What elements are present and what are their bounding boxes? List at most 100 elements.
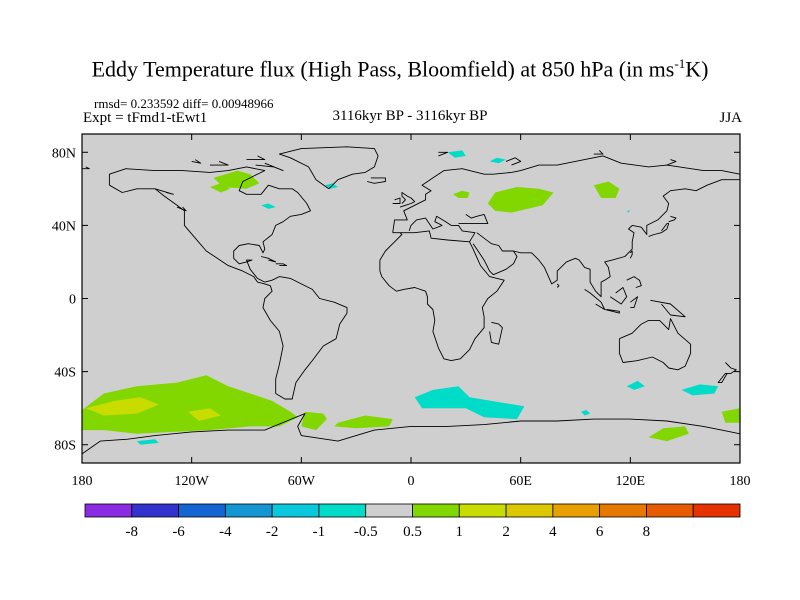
- colorbar-box: [365, 503, 413, 518]
- coastline-10: [81, 413, 741, 455]
- region-asia-small-negative: [626, 210, 631, 213]
- coastline-19: [630, 296, 639, 309]
- coastline-30: [255, 162, 284, 172]
- coastline-5: [408, 215, 476, 243]
- region-ross-positive: [648, 426, 689, 442]
- coastline-6: [458, 213, 489, 225]
- colorbar-box: [646, 503, 694, 518]
- coastline-15: [366, 177, 386, 184]
- colorbar-box: [224, 503, 273, 518]
- colorbar-box: [692, 503, 741, 518]
- region-scandinavia-positive: [453, 190, 470, 198]
- colorbar-box: [412, 503, 460, 518]
- colorbar-label: -8: [126, 524, 139, 540]
- colorbar-label: 1: [456, 524, 464, 540]
- lon-tick-label: 120W: [175, 474, 210, 489]
- coastline-14: [392, 197, 401, 204]
- colorbar-label: -0.5: [354, 524, 378, 540]
- coastline-23: [629, 250, 633, 259]
- season-label: JJA: [719, 110, 742, 126]
- colorbar-box: [84, 503, 133, 518]
- region-southern-ocean-pos-3: [188, 408, 221, 421]
- lon-tick-label: 0: [408, 474, 415, 489]
- colorbar-box: [271, 503, 320, 518]
- colorbar-label: 0.5: [403, 524, 422, 540]
- coastline-21: [717, 362, 737, 384]
- colorbar-label: 6: [596, 524, 604, 540]
- coastline-11: [648, 223, 670, 237]
- colorbar-label: -6: [172, 524, 185, 540]
- region-southern-ocean-pos-2: [85, 397, 159, 416]
- lat-tick-label: 40N: [52, 219, 76, 234]
- colorbar-label: 4: [549, 524, 557, 540]
- lon-tick-label: 120E: [616, 474, 646, 489]
- coastline-24: [626, 276, 642, 288]
- coastline-28: [154, 188, 174, 195]
- coastline-33: [246, 155, 266, 161]
- coastline-37: [438, 151, 449, 157]
- experiment-label: Expt = tFmd1-tEwt1: [83, 110, 208, 126]
- region-canada-small-positive: [209, 183, 231, 193]
- colorbar-label: 2: [502, 524, 510, 540]
- coastline-4: [379, 230, 505, 362]
- colorbar-label: -4: [219, 524, 232, 540]
- coastline-9: [618, 318, 692, 371]
- anomaly-regions: [82, 150, 740, 445]
- region-south-indian-small-neg: [581, 410, 591, 416]
- lon-tick-label: 180: [72, 474, 93, 489]
- coastline-18: [609, 287, 628, 305]
- lat-tick-label: 80S: [54, 439, 76, 454]
- title-superscript: -1: [674, 56, 686, 71]
- colorbar-box: [505, 503, 554, 518]
- coastline-25: [260, 256, 277, 263]
- stats-text: rmsd= 0.233592 diff= 0.00948966: [94, 96, 274, 111]
- lon-tick-label: 180: [730, 474, 751, 489]
- axis-ticks: 80N 40N 0 40S 80S 180 120W 60W 0 60E 120E 180: [52, 134, 751, 489]
- region-weddell-positive: [334, 415, 393, 429]
- region-indian-negative: [681, 384, 719, 396]
- coastline-7: [472, 232, 518, 276]
- chart-title: Eddy Temperature flux (High Pass, Bloomf…: [91, 56, 709, 82]
- coastline-17: [604, 309, 620, 314]
- coastline-16: [584, 289, 606, 310]
- coastline-12: [668, 215, 677, 223]
- coastline-27: [556, 283, 560, 288]
- coastline-32: [191, 159, 202, 164]
- region-pacific-small-neg: [136, 439, 159, 445]
- region-hudson-negative: [261, 203, 276, 209]
- coastline-36: [666, 159, 677, 166]
- lon-tick-label: 60E: [509, 474, 532, 489]
- region-svalbard-negative: [447, 150, 466, 158]
- region-russia-positive: [487, 187, 554, 213]
- region-siberia-positive: [593, 181, 620, 198]
- coastline-26: [275, 263, 288, 267]
- coastline-3: [392, 155, 741, 233]
- period-label: 3116kyr BP - 3116kyr BP: [332, 108, 488, 124]
- colorbar-boxes: -8 -6 -4 -2 -1 -0.5 0.5 1 2 4 6 8: [84, 503, 741, 540]
- region-southern-ocean-pos-1: [82, 375, 298, 434]
- colorbar-box: [552, 503, 601, 518]
- colorbar-box: [318, 503, 367, 518]
- colorbar-label: -2: [266, 524, 279, 540]
- coastline-2: [278, 146, 379, 190]
- colorbar-label: -1: [313, 524, 326, 540]
- coastline-8: [513, 179, 740, 298]
- coastline-0: [109, 184, 348, 400]
- lat-tick-label: 0: [69, 293, 76, 308]
- region-barents-negative: [489, 157, 506, 164]
- colorbar-label: 8: [643, 524, 651, 540]
- region-canada-positive: [213, 170, 260, 189]
- coastline-38: [82, 166, 90, 170]
- coastline-13: [399, 192, 416, 208]
- lon-tick-label: 60W: [288, 474, 316, 489]
- coastline-31: [209, 160, 229, 166]
- coastline-35: [593, 150, 604, 155]
- colorbar-box: [599, 503, 647, 518]
- coastline-34: [505, 157, 522, 166]
- region-drake-positive: [301, 411, 327, 431]
- coastlines: [81, 146, 741, 455]
- colorbar-box: [178, 503, 226, 518]
- colorbar-box: [131, 503, 179, 518]
